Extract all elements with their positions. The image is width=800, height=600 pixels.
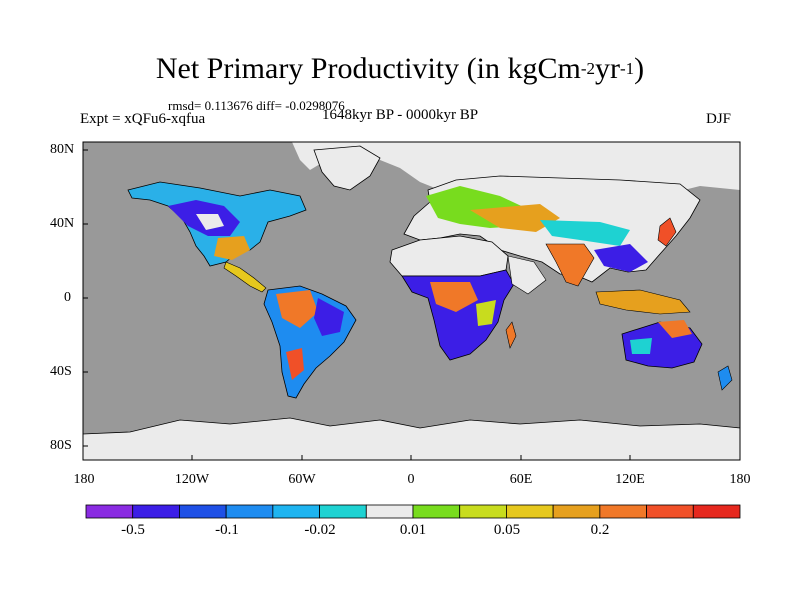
- colorbar-swatch: [692, 504, 741, 519]
- new-zealand: [717, 365, 733, 391]
- colorbar-label: -0.02: [304, 522, 336, 538]
- sa-dark-patch: [314, 298, 344, 336]
- colorbar-swatch: [272, 504, 320, 519]
- australia-orange: [658, 320, 692, 338]
- india: [545, 243, 595, 287]
- colorbar-label: 0.05: [493, 522, 521, 538]
- na-light-patch: [196, 214, 224, 230]
- australia-cyan: [630, 338, 652, 354]
- colorbar-swatch: [225, 504, 274, 519]
- lon-label-180w: 180: [73, 472, 95, 487]
- asia-orange: [470, 204, 560, 232]
- lon-label-60e: 60E: [509, 472, 533, 487]
- colorbar-swatch: [599, 504, 647, 519]
- madagascar: [505, 321, 517, 349]
- period-label: 1648kyr BP - 0000kyr BP: [322, 107, 479, 123]
- sa-orange-patch: [276, 290, 318, 328]
- colorbar-label: 0.01: [399, 522, 427, 538]
- colorbar-swatch: [646, 504, 694, 519]
- na-orange-patch: [214, 236, 250, 260]
- season-label: DJF: [706, 111, 732, 127]
- indonesia: [595, 289, 691, 315]
- experiment-label: Expt = xQFu6-xqfua: [80, 111, 206, 127]
- greenland: [313, 145, 381, 191]
- stats-text: rmsd= 0.113676 diff= -0.0298076: [168, 98, 345, 113]
- colorbar-swatch: [319, 504, 367, 519]
- africa-yellow: [476, 300, 496, 326]
- central-america: [223, 261, 267, 293]
- colorbar-swatch: [412, 504, 461, 519]
- colorbar-label: 0.2: [590, 522, 610, 538]
- lat-label-80s: 80S: [50, 438, 72, 453]
- africa-orange: [430, 282, 478, 312]
- colorbar-swatch: [552, 504, 601, 519]
- colorbar-label: -0.1: [215, 522, 239, 538]
- lat-label-80n: 80N: [50, 142, 75, 157]
- colorbar-label: -0.5: [121, 522, 145, 538]
- colorbar-swatch: [132, 504, 180, 519]
- lon-label-120e: 120E: [615, 472, 645, 487]
- sa-red-patch: [286, 348, 304, 380]
- lat-label-40s: 40S: [50, 364, 72, 379]
- lat-ticks: [82, 149, 741, 460]
- colorbar-swatch: [365, 504, 414, 519]
- lon-label-60w: 60W: [288, 472, 316, 487]
- map-panel: [82, 141, 741, 461]
- arabia: [507, 255, 547, 295]
- colorbar: [85, 504, 741, 519]
- lon-label-0: 0: [407, 472, 415, 487]
- chart-title: Net Primary Productivity (in kgCm-2yr-1): [155, 52, 645, 85]
- lat-label-40n: 40N: [50, 216, 75, 231]
- lon-label-120w: 120W: [174, 472, 210, 487]
- africa: [401, 269, 515, 361]
- se-asia-blue: [594, 244, 648, 272]
- lon-label-180e: 180: [729, 472, 751, 487]
- colorbar-swatch: [459, 504, 507, 519]
- colorbar-swatch: [85, 504, 134, 519]
- japan: [657, 217, 677, 247]
- colorbar-swatch: [506, 504, 554, 519]
- asia-cyan: [540, 220, 630, 246]
- lat-label-0: 0: [64, 290, 71, 305]
- colorbar-swatch: [179, 504, 227, 519]
